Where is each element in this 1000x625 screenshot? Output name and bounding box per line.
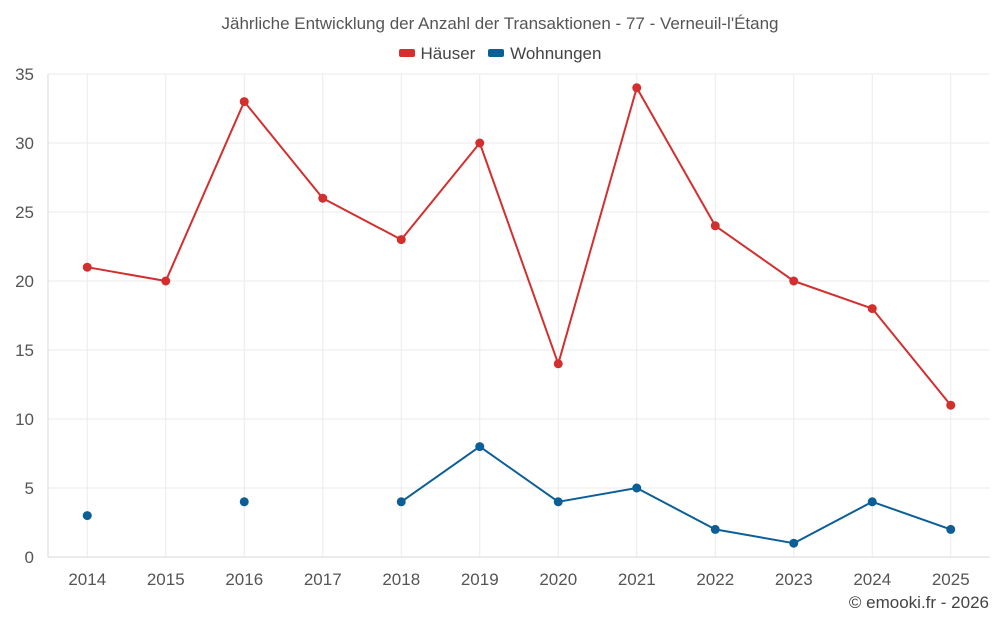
x-tick-label: 2023 xyxy=(775,570,813,589)
series-line-haeuser xyxy=(714,224,795,282)
x-tick-label: 2017 xyxy=(304,570,342,589)
series-line-haeuser xyxy=(793,280,873,310)
series-line-wohnungen xyxy=(636,487,716,531)
credit: © emooki.fr - 2026 xyxy=(848,593,989,612)
series-line-wohnungen xyxy=(479,445,559,503)
x-tick-label: 2016 xyxy=(225,570,263,589)
x-tick-label: 2019 xyxy=(461,570,499,589)
data-point-haeuser xyxy=(553,359,563,369)
data-point-wohnungen xyxy=(632,483,642,493)
series-line-haeuser xyxy=(164,101,246,282)
series-line-haeuser xyxy=(400,142,481,241)
data-point-haeuser xyxy=(710,221,720,231)
data-point-wohnungen xyxy=(396,497,406,507)
data-point-wohnungen xyxy=(789,538,799,548)
data-point-haeuser xyxy=(82,262,92,272)
series-line-wohnungen xyxy=(558,487,637,503)
legend-swatch-haeuser xyxy=(398,48,415,57)
series-line-wohnungen xyxy=(400,445,481,503)
series-line-haeuser xyxy=(322,197,402,241)
data-point-wohnungen xyxy=(710,524,720,534)
series-line-haeuser xyxy=(871,307,952,406)
y-tick-label: 20 xyxy=(15,272,34,291)
data-point-haeuser xyxy=(318,193,328,203)
x-tick-label: 2024 xyxy=(853,570,891,589)
data-point-haeuser xyxy=(789,276,799,286)
series-line-wohnungen xyxy=(871,500,952,531)
data-point-haeuser xyxy=(867,304,877,314)
data-point-wohnungen xyxy=(553,497,563,507)
data-point-haeuser xyxy=(396,235,406,245)
x-tick-label: 2025 xyxy=(932,570,970,589)
legend-label-wohnungen: Wohnungen xyxy=(510,44,602,63)
y-tick-label: 0 xyxy=(25,548,34,567)
data-point-haeuser xyxy=(161,276,171,286)
y-tick-label: 5 xyxy=(25,479,34,498)
data-point-wohnungen xyxy=(867,497,877,507)
x-tick-label: 2021 xyxy=(618,570,656,589)
x-tick-label: 2022 xyxy=(696,570,734,589)
series-line-haeuser xyxy=(635,87,717,227)
series-line-haeuser xyxy=(478,142,560,365)
legend-item-haeuser[interactable]: Häuser xyxy=(398,44,476,64)
y-tick-label: 35 xyxy=(15,65,34,84)
legend-item-wohnungen[interactable]: Wohnungen xyxy=(488,44,601,64)
y-tick-label: 15 xyxy=(15,341,34,360)
x-tick-label: 2018 xyxy=(382,570,420,589)
data-point-wohnungen xyxy=(475,442,485,452)
data-point-haeuser xyxy=(946,400,956,410)
y-tick-label: 25 xyxy=(15,203,34,222)
x-tick-label: 2014 xyxy=(68,570,106,589)
legend-swatch-wohnungen xyxy=(488,48,505,57)
series-line-haeuser xyxy=(557,87,638,365)
series-line-haeuser xyxy=(87,266,166,282)
data-point-wohnungen xyxy=(946,524,956,534)
chart-title: Jährliche Entwicklung der Anzahl der Tra… xyxy=(221,14,779,33)
y-tick-label: 10 xyxy=(15,410,34,429)
data-point-haeuser xyxy=(239,97,249,107)
x-tick-label: 2015 xyxy=(147,570,185,589)
data-point-haeuser xyxy=(475,138,485,148)
legend-label-haeuser: Häuser xyxy=(420,44,476,63)
data-point-haeuser xyxy=(632,83,642,93)
series-line-haeuser xyxy=(243,100,324,199)
data-point-wohnungen xyxy=(239,497,249,507)
series-line-wohnungen xyxy=(715,528,794,545)
series-line-wohnungen xyxy=(793,500,873,545)
data-point-wohnungen xyxy=(82,511,92,521)
y-tick-label: 30 xyxy=(15,134,34,153)
legend: Häuser Wohnungen xyxy=(0,44,1000,64)
x-tick-label: 2020 xyxy=(539,570,577,589)
